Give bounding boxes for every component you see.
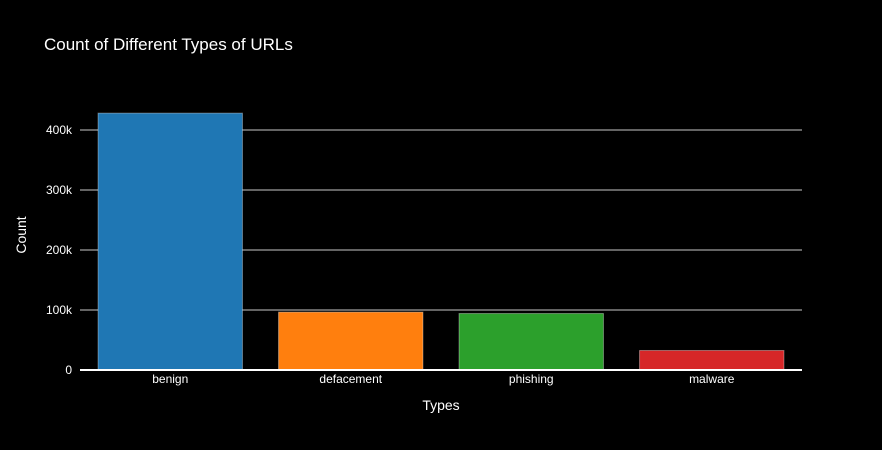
x-axis-title: Types [422,397,459,413]
x-tick-label: malware [689,372,735,386]
y-tick-label: 100k [46,303,73,317]
x-tick-label: benign [152,372,188,386]
y-axis: 0 100k 200k 300k 400k [46,123,73,377]
x-tick-label: defacement [319,372,382,386]
bar-malware[interactable] [639,349,785,371]
y-tick-label: 300k [46,183,73,197]
y-tick-label: 0 [65,363,72,377]
bar-defacement[interactable] [278,311,424,371]
y-tick-label: 200k [46,243,73,257]
x-tick-label: phishing [509,372,554,386]
x-axis: benign defacement phishing malware [152,372,735,386]
y-axis-title: Count [13,216,29,253]
bar-benign[interactable] [97,112,243,371]
bars [97,112,785,371]
bar-phishing[interactable] [458,313,604,371]
chart-title: Count of Different Types of URLs [44,35,293,54]
y-tick-label: 400k [46,123,73,137]
